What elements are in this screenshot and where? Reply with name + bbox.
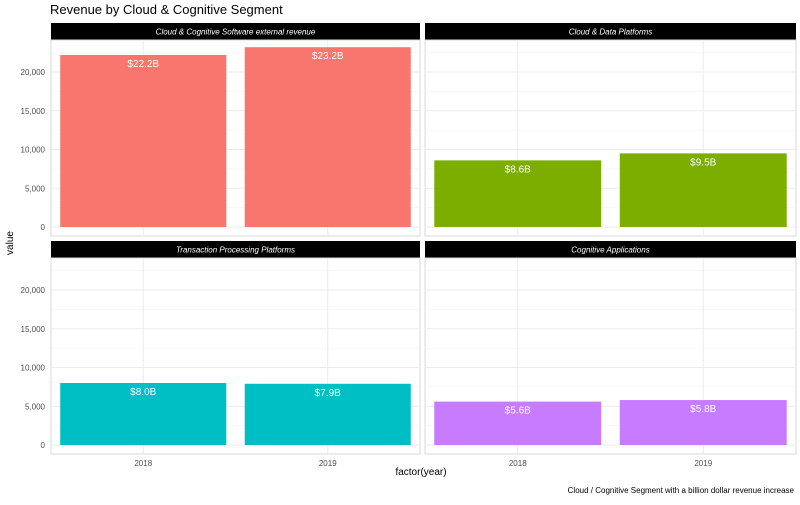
facet-panels: Cloud & Cognitive Software external reve… (21, 23, 797, 468)
x-tick-label: 2019 (319, 459, 337, 468)
y-tick-label: 5,000 (25, 402, 46, 411)
bar-data-label: $9.5B (690, 157, 716, 168)
y-tick-label: 15,000 (21, 107, 46, 116)
bar (619, 153, 787, 227)
facet-strip (51, 23, 420, 40)
y-tick-label: 10,000 (21, 364, 46, 373)
bar (244, 383, 411, 445)
facet-panel: Transaction Processing Platforms $8.0B $7.… (21, 241, 421, 468)
facet-strip-label: Cloud & Data Platforms (569, 28, 653, 37)
bar (244, 47, 411, 228)
facet-panel: Cloud & Cognitive Software external reve… (21, 23, 421, 237)
facet-strip (425, 23, 796, 40)
bar-data-label: $5.8B (690, 404, 716, 415)
x-tick-label: 2018 (134, 459, 152, 468)
y-tick-label: 0 (41, 441, 46, 450)
y-tick-label: 0 (41, 223, 46, 232)
chart-title: Revenue by Cloud & Cognitive Segment (50, 2, 283, 17)
bar (60, 383, 227, 445)
y-tick-label: 20,000 (21, 286, 46, 295)
x-tick-label: 2019 (694, 459, 712, 468)
facet-panel: Cloud & Data Platforms $8.6B $9.5B (424, 23, 797, 237)
facet-strip (425, 241, 796, 258)
bar (619, 400, 787, 445)
facet-panel: Cognitive Applications $5.6B $5.8B 2018 2019 (424, 241, 797, 468)
y-tick-label: 15,000 (21, 325, 46, 334)
bar (434, 160, 602, 227)
y-tick-label: 10,000 (21, 146, 46, 155)
bar-data-label: $8.6B (505, 164, 531, 175)
x-tick-label: 2018 (509, 459, 527, 468)
facet-strip-label: Transaction Processing Platforms (176, 246, 295, 255)
bar (434, 401, 602, 445)
facet-strip (51, 241, 420, 258)
y-tick-label: 20,000 (21, 68, 46, 77)
y-axis-title: value (5, 231, 16, 255)
bar (60, 54, 227, 228)
bar-data-label: $23.2B (312, 51, 344, 62)
bar-data-label: $22.2B (127, 59, 159, 70)
x-axis-title: factor(year) (395, 467, 446, 478)
y-tick-label: 5,000 (25, 184, 46, 193)
bar-data-label: $5.6B (505, 406, 531, 417)
facet-strip-label: Cloud & Cognitive Software external reve… (156, 28, 316, 37)
bar-data-label: $7.9B (315, 388, 341, 399)
bar-data-label: $8.0B (130, 387, 156, 398)
chart-caption: Cloud / Cognitive Segment with a billion… (568, 486, 795, 495)
facet-strip-label: Cognitive Applications (571, 246, 649, 255)
